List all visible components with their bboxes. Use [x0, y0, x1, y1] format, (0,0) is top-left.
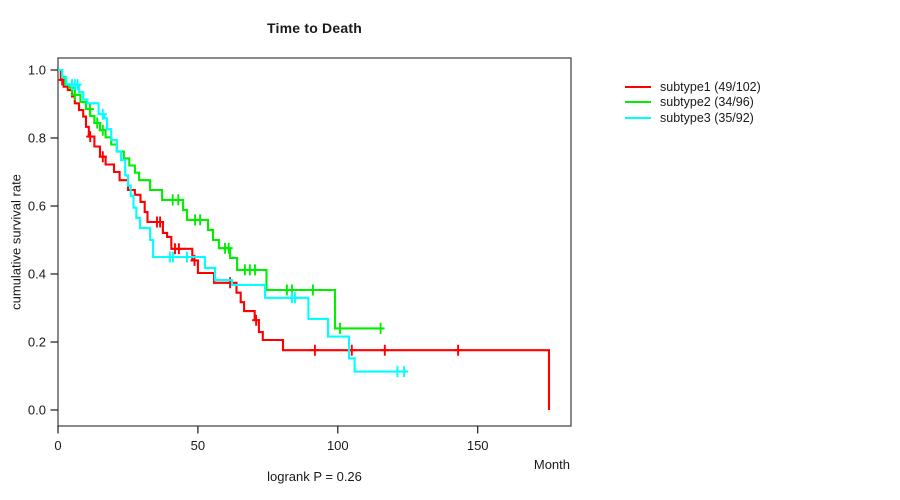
- y-axis-title: cumulative survival rate: [8, 174, 24, 310]
- censor-mark: [183, 251, 191, 263]
- censor-mark: [376, 322, 385, 334]
- y-tick-label: 0.8: [28, 131, 46, 146]
- legend-item-subtype3: subtype3 (35/92): [625, 110, 761, 126]
- censor-mark: [336, 322, 344, 334]
- y-tick-label: 0.4: [28, 267, 46, 282]
- censor-mark: [454, 344, 463, 356]
- legend-item-subtype2: subtype2 (34/96): [625, 95, 761, 111]
- censor-mark: [93, 117, 102, 129]
- y-tick-label: 1.0: [28, 63, 46, 78]
- legend-item-subtype1: subtype1 (49/102): [625, 79, 761, 95]
- censor-mark: [400, 366, 409, 378]
- y-tick-label: 0.6: [28, 199, 46, 214]
- survival-curve-2: [58, 68, 384, 330]
- legend: subtype1 (49/102) subtype2 (34/96) subty…: [625, 79, 761, 126]
- censor-mark: [73, 79, 82, 91]
- censor-mark: [174, 194, 183, 206]
- censor-mark: [70, 89, 79, 101]
- censor-mark: [393, 366, 402, 378]
- subtype1-line-swatch: [625, 85, 651, 88]
- y-tick-label: 0.2: [28, 335, 46, 350]
- plot-box: [57, 57, 572, 427]
- censor-mark: [98, 151, 107, 163]
- legend-label-subtype2: subtype2 (34/96): [660, 95, 754, 110]
- logrank-annotation: logrank P = 0.26: [267, 469, 362, 484]
- censor-mark: [291, 292, 299, 304]
- x-axis-title: Month: [533, 457, 570, 472]
- censor-mark: [224, 242, 233, 254]
- censor-mark: [174, 243, 183, 255]
- x-tick-label: 0: [54, 438, 61, 453]
- legend-label-subtype3: subtype3 (35/92): [660, 110, 754, 125]
- censor-mark: [169, 251, 177, 263]
- censor-mark: [98, 108, 107, 120]
- survival-curve-3: [58, 68, 408, 373]
- censor-mark: [86, 131, 95, 143]
- subtype2-line-swatch: [625, 101, 651, 104]
- survival-curve-1: [58, 68, 551, 410]
- x-tick-label: 50: [191, 438, 205, 453]
- chart-title: Time to Death: [267, 20, 362, 36]
- censor-mark: [252, 314, 261, 326]
- censor-mark: [310, 344, 319, 356]
- censor-mark: [308, 284, 317, 296]
- censor-mark: [156, 216, 165, 228]
- censor-mark: [196, 214, 205, 226]
- censor-mark: [85, 103, 94, 115]
- censor-mark: [251, 264, 259, 276]
- x-tick-label: 100: [327, 438, 349, 453]
- legend-label-subtype1: subtype1 (49/102): [660, 79, 761, 94]
- censor-mark: [98, 124, 107, 136]
- subtype3-line-swatch: [625, 116, 651, 119]
- y-tick-label: 0.0: [28, 403, 46, 418]
- censor-mark: [380, 344, 389, 356]
- x-tick-label: 150: [467, 438, 489, 453]
